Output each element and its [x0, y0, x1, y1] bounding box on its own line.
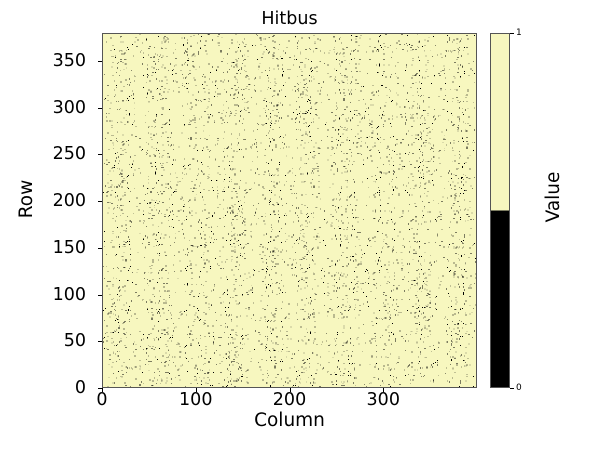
y-axis-tick-mark: [98, 247, 102, 249]
x-axis-tick-label: 0: [96, 390, 108, 410]
x-axis-tick-mark: [289, 388, 291, 392]
y-axis-tick-mark: [98, 107, 102, 109]
colorbar-label: Value: [543, 171, 564, 223]
heatmap-plot-area: [102, 33, 477, 388]
y-axis-tick-mark: [98, 154, 102, 156]
y-axis-tick-label: 150: [52, 237, 86, 258]
y-axis-tick-label: 0: [74, 378, 86, 398]
colorbar-tick-mark: [510, 33, 514, 34]
x-axis-tick-label: 300: [366, 390, 400, 410]
colorbar: [490, 33, 510, 388]
colorbar-gradient: [491, 34, 509, 387]
x-axis-label: Column: [254, 410, 325, 431]
x-axis-tick-label: 100: [179, 390, 213, 410]
y-axis-label: Row: [16, 179, 37, 219]
colorbar-tick-mark: [510, 388, 514, 389]
y-axis-tick-mark: [98, 388, 102, 389]
y-axis-tick-mark: [98, 341, 102, 343]
y-axis-tick-mark: [98, 201, 102, 203]
heatmap-image: [103, 34, 476, 387]
y-axis-tick-label: 250: [52, 144, 86, 165]
x-axis-tick-label: 200: [272, 390, 307, 410]
x-axis-tick-mark: [102, 388, 103, 392]
y-axis-tick-label: 350: [52, 51, 86, 72]
y-axis-tick-label: 50: [63, 331, 86, 352]
x-axis-tick-mark: [195, 388, 197, 392]
y-axis-tick-label: 200: [52, 191, 86, 212]
colorbar-tick-label: 0: [516, 383, 522, 393]
y-axis-tick-label: 300: [52, 97, 86, 118]
y-axis-tick-mark: [98, 61, 102, 63]
y-axis-tick-mark: [98, 294, 102, 296]
page-title: Hitbus: [261, 9, 318, 29]
x-axis-tick-mark: [383, 388, 385, 392]
colorbar-tick-label: 1: [516, 28, 522, 38]
y-axis-tick-label: 100: [52, 284, 86, 305]
